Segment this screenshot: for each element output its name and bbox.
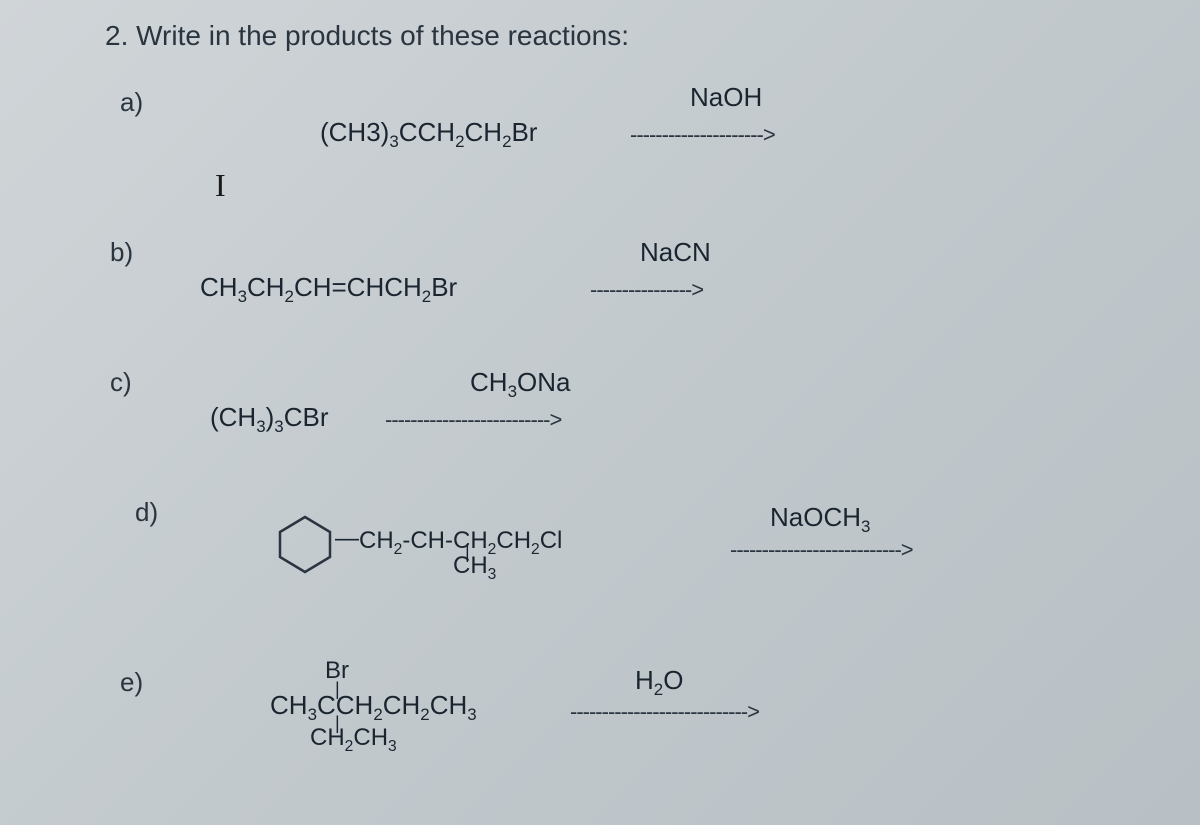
arrow-a: --------------------->: [630, 122, 775, 148]
label-a: a): [120, 87, 143, 118]
reactant-c: (CH3)3CBr: [210, 402, 328, 437]
worksheet-page: 2. Write in the products of these reacti…: [0, 0, 1200, 825]
label-c: c): [110, 367, 132, 398]
reaction-d: d) —CH2-CH-CH2CH2Cl | CH3 NaOCH3 -------…: [100, 497, 1150, 607]
arrow-d: --------------------------->: [730, 537, 913, 563]
reaction-b: b) CH3CH2CH=CHCH2Br NaCN ---------------…: [100, 237, 1150, 317]
label-d: d): [135, 497, 158, 528]
reactant-e-bottom: CH2CH3: [310, 724, 397, 756]
reagent-e: H2O: [635, 665, 683, 700]
reagent-d: NaOCH3: [770, 502, 870, 537]
text-cursor-icon: I: [215, 167, 226, 204]
reactant-e-main: CH3CCH2CH2CH3: [270, 690, 477, 725]
arrow-c: -------------------------->: [385, 407, 561, 433]
reaction-e: e) Br | CH3CCH2CH2CH3 | CH2CH3 H2O -----…: [100, 657, 1150, 777]
arrow-e: ---------------------------->: [570, 699, 759, 725]
reagent-a: NaOH: [690, 82, 762, 113]
reactant-a: (CH3)3CCH2CH2Br: [320, 117, 537, 152]
reaction-a: a) (CH3)3CCH2CH2Br NaOH ----------------…: [100, 87, 1150, 187]
label-b: b): [110, 237, 133, 268]
question-header: 2. Write in the products of these reacti…: [105, 20, 1150, 52]
arrow-b: ---------------->: [590, 277, 703, 303]
cyclohexane-icon: [275, 512, 335, 582]
reagent-b: NaCN: [640, 237, 711, 268]
reagent-c: CH3ONa: [470, 367, 570, 402]
reactant-b: CH3CH2CH=CHCH2Br: [200, 272, 457, 307]
reactant-d-chain: —CH2-CH-CH2CH2Cl: [335, 527, 562, 559]
reactant-d-branch: | CH3: [453, 552, 496, 584]
label-e: e): [120, 667, 143, 698]
reaction-c: c) (CH3)3CBr CH3ONa --------------------…: [100, 367, 1150, 447]
